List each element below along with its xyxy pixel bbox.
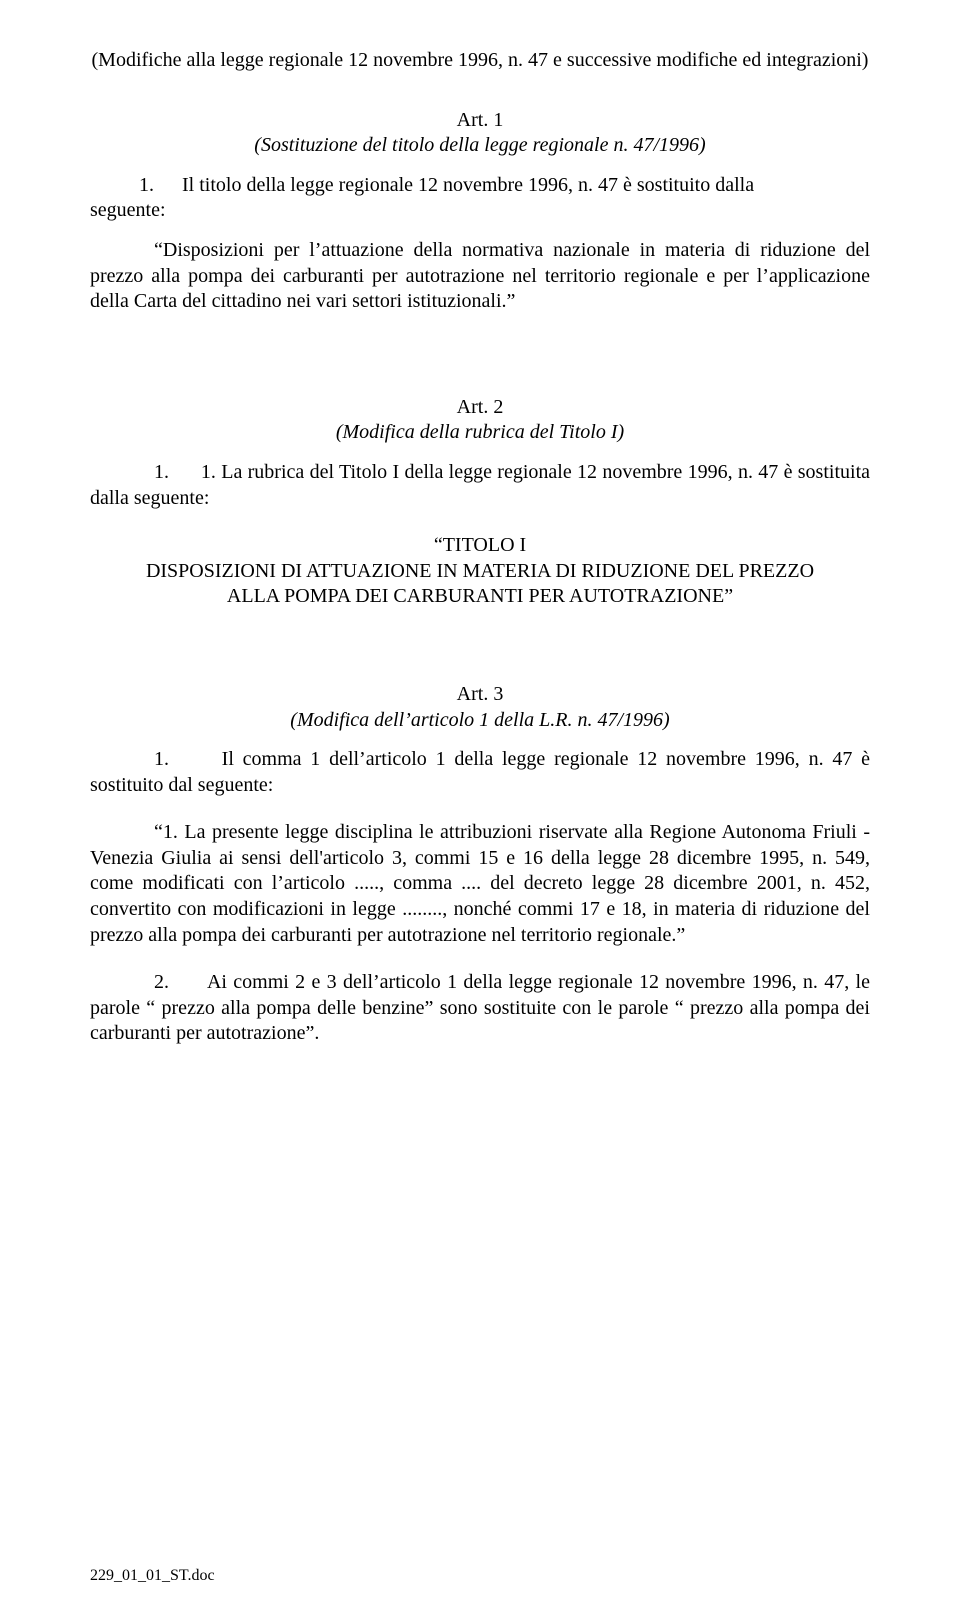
art1-p1-line2: seguente: [90,198,870,224]
art2-subtitle: (Modifica della rubrica del Titolo I) [90,420,870,446]
art2-quote-body1: DISPOSIZIONI DI ATTUAZIONE IN MATERIA DI… [90,559,870,585]
art2-quote-body2: ALLA POMPA DEI CARBURANTI PER AUTOTRAZIO… [90,584,870,610]
law-title: (Modifiche alla legge regionale 12 novem… [90,48,870,74]
art1-p1-line1: Il titolo della legge regionale 12 novem… [182,173,870,199]
art1-quote: “Disposizioni per l’attuazione della nor… [90,238,870,315]
art1-subtitle: (Sostituzione del titolo della legge reg… [90,133,870,159]
document-page: (Modifiche alla legge regionale 12 novem… [0,0,960,1622]
art3-para1: 1. Il comma 1 dell’articolo 1 della legg… [90,747,870,798]
art3-para2: 2. Ai commi 2 e 3 dell’articolo 1 della … [90,970,870,1047]
art1-para1: 1. Il titolo della legge regionale 12 no… [90,173,870,224]
art1-heading: Art. 1 [90,108,870,134]
art2-heading: Art. 2 [90,395,870,421]
art3-quote: “1. La presente legge disciplina le attr… [90,820,870,948]
art2-para1: 1. 1. La rubrica del Titolo I della legg… [90,460,870,511]
art3-heading: Art. 3 [90,682,870,708]
art3-subtitle: (Modifica dell’articolo 1 della L.R. n. … [90,708,870,734]
footer-filename: 229_01_01_ST.doc [90,1566,215,1586]
art2-quote-title: “TITOLO I [90,533,870,559]
art1-p1-number: 1. [90,173,182,199]
